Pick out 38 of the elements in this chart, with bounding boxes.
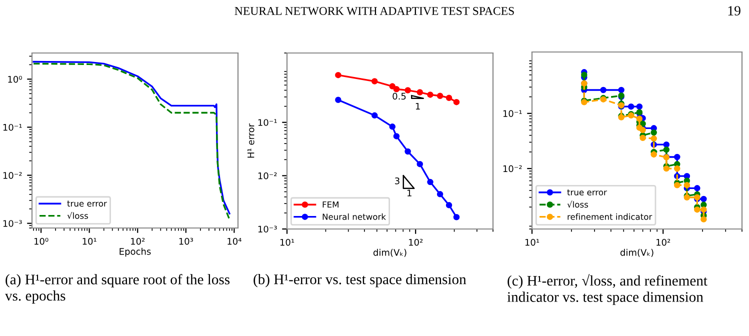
annotation: 1 [407, 190, 412, 196]
legend-label: Neural network [322, 213, 386, 220]
x-tick-label: 10³ [179, 238, 193, 245]
y-axis-title: H¹ error [248, 123, 254, 158]
x-tick-label: 10¹ [525, 238, 540, 246]
y-tick-label: 10⁻³ [3, 220, 22, 227]
text: (b) H¹-error vs. test space dimension [254, 274, 466, 288]
y-tick-label: 10⁻¹ [3, 124, 22, 131]
y-tick-label: 10⁻¹ [503, 110, 522, 117]
y-tick-label: 10⁻³ [258, 226, 277, 233]
legend-label: refinement indicator [568, 213, 652, 220]
annotation: 1 [416, 102, 420, 110]
legend-label: √loss [567, 200, 588, 208]
annotation: 3 [395, 177, 400, 184]
text: 19 [728, 6, 740, 16]
legend-label: √loss [67, 212, 88, 219]
legend-label: true error [67, 200, 107, 207]
x-tick-label: 10⁰ [34, 238, 48, 245]
legend-label: true error [567, 189, 607, 196]
x-axis-title: dim(Vₖ) [373, 248, 406, 257]
x-tick-label: 10¹ [82, 238, 96, 245]
y-tick-label: 10⁰ [8, 76, 22, 83]
x-tick-label: 10¹ [280, 238, 294, 246]
text: (c) H¹-error, √loss, and refinement indicator vs. test space dimension [507, 274, 708, 305]
text: (a) H¹-error and square root of the loss vs. epochs [5, 274, 230, 304]
x-tick-label: 10² [409, 238, 423, 246]
text: NEURAL NETWORK WITH ADAPTIVE TEST SPACES [234, 7, 514, 16]
x-tick-label: 10² [656, 238, 670, 246]
annotation: 0.5 [392, 92, 406, 100]
y-tick-label: 10⁻¹ [258, 119, 277, 126]
x-tick-label: 10⁴ [228, 238, 242, 245]
x-axis-title: dim(Vₖ) [620, 248, 654, 257]
y-tick-label: 10⁻² [503, 165, 522, 172]
x-tick-label: 10² [131, 238, 145, 245]
y-tick-label: 10⁻² [3, 172, 22, 179]
x-axis-title: Epochs [120, 248, 151, 257]
legend-label: FEM [322, 201, 338, 208]
y-tick-label: 10⁻² [258, 172, 277, 180]
